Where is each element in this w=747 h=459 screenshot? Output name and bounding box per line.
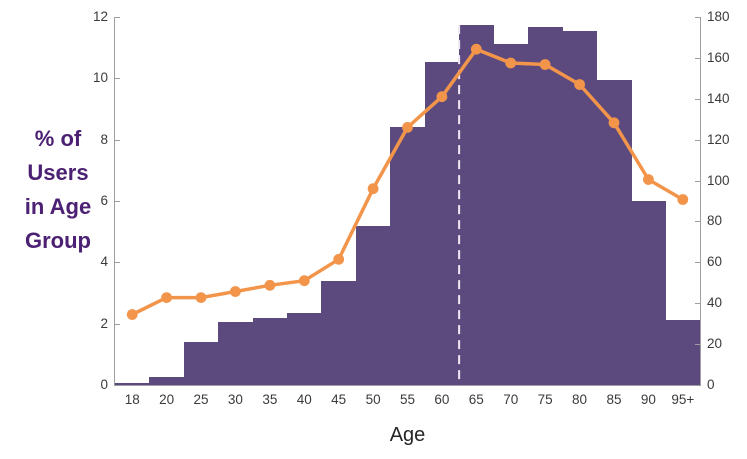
bar-age-35 <box>252 317 288 385</box>
right-axis-tick-mark <box>695 221 700 223</box>
x-axis-tick-label-65: 65 <box>468 392 484 407</box>
line-point-age-20 <box>161 292 172 303</box>
left-axis-tick-label-10: 10 <box>92 70 108 86</box>
bar-age-90 <box>631 201 667 385</box>
left-axis-line <box>114 17 115 386</box>
bar-age-75 <box>527 27 563 385</box>
line-point-age-50 <box>367 183 379 195</box>
x-axis-tick-label-18: 18 <box>124 392 140 407</box>
left-axis-tick-label-0: 0 <box>100 377 108 392</box>
x-axis-tick-label-55: 55 <box>399 392 416 407</box>
line-point-age-60 <box>436 91 448 103</box>
right-axis-tick-label-120: 120 <box>707 131 730 147</box>
left-axis-tick-mark <box>115 323 120 325</box>
line-point-age-55 <box>402 122 413 133</box>
right-axis-tick-mark <box>695 262 700 264</box>
x-axis-tick-label-25: 25 <box>193 392 209 407</box>
bar-age-45 <box>321 280 357 385</box>
line-point-age-18 <box>126 309 138 320</box>
bar-age-40 <box>287 313 323 385</box>
line-point-age-75 <box>539 59 551 70</box>
right-axis-tick-label-140: 140 <box>707 90 730 106</box>
right-axis-tick-mark <box>695 17 700 18</box>
left-axis-tick-mark <box>115 17 120 18</box>
right-axis-tick-label-20: 20 <box>707 336 723 352</box>
x-axis-tick-label-35: 35 <box>262 392 278 407</box>
x-axis-tick-label-30: 30 <box>227 392 243 407</box>
x-axis-tick-label-60: 60 <box>434 392 450 407</box>
bottom-axis-line <box>114 385 701 386</box>
right-axis-tick-mark <box>695 139 700 141</box>
bar-age-30 <box>218 321 254 385</box>
x-axis-tick-label-75: 75 <box>537 392 553 407</box>
pct-users-line <box>131 47 684 317</box>
line-point-age-70 <box>505 57 517 69</box>
line-point-age-45 <box>333 253 345 265</box>
right-axis-tick-mark <box>695 57 700 59</box>
x-axis-tick-label-85: 85 <box>606 392 622 407</box>
right-axis-tick-label-80: 80 <box>707 213 723 229</box>
bar-age-85 <box>596 80 632 385</box>
x-axis-tick-label-45: 45 <box>331 392 347 407</box>
y-axis-title-line-1: % of <box>34 126 82 151</box>
right-axis-tick-mark <box>695 385 700 386</box>
x-axis-tick-label-70: 70 <box>503 392 519 407</box>
bar-age-60 <box>424 61 460 385</box>
left-axis-tick-label-12: 12 <box>92 9 108 24</box>
line-point-age-90 <box>643 174 654 185</box>
right-axis-tick-label-180: 180 <box>707 9 730 24</box>
y-axis-title-line-3: in Age <box>24 194 92 219</box>
bar-age-25 <box>183 342 219 385</box>
right-axis-tick-mark <box>695 180 700 182</box>
x-axis-tick-label-50: 50 <box>365 392 381 407</box>
bar-age-65 <box>459 25 495 385</box>
line-point-age-25 <box>195 292 207 303</box>
bar-age-20 <box>149 376 185 385</box>
x-axis-tick-label-20: 20 <box>159 392 175 407</box>
x-axis-title: Age <box>389 424 426 446</box>
bar-age-95+ <box>665 319 700 385</box>
left-axis-tick-mark <box>115 262 120 264</box>
left-axis-tick-label-6: 6 <box>100 193 108 208</box>
left-axis-tick-mark <box>115 139 120 141</box>
left-axis-tick-mark <box>115 201 120 202</box>
right-axis-tick-label-100: 100 <box>707 172 730 188</box>
bar-age-70 <box>493 43 529 385</box>
line-point-age-80 <box>574 79 585 90</box>
right-axis-tick-label-60: 60 <box>707 254 723 270</box>
right-axis-tick-mark <box>695 303 700 305</box>
left-axis-tick-label-2: 2 <box>100 315 108 331</box>
left-axis-tick-mark <box>115 385 120 386</box>
line-point-age-95+ <box>677 194 689 205</box>
y-axis-title: % of Users in Age Group <box>6 122 110 258</box>
x-axis-tick-label-40: 40 <box>296 392 312 407</box>
x-axis-tick-label-90: 90 <box>640 392 656 407</box>
right-axis-line <box>700 17 701 386</box>
left-axis-tick-label-4: 4 <box>100 254 108 270</box>
bar-age-55 <box>390 127 426 385</box>
line-point-age-65 <box>470 43 482 55</box>
left-axis-tick-mark <box>115 78 120 80</box>
x-axis-tick-label-80: 80 <box>572 392 588 407</box>
y-axis-title-line-2: Users <box>27 160 89 185</box>
line-series-layer <box>126 25 689 385</box>
bar-age-50 <box>355 225 391 385</box>
y-axis-title-line-4: Group <box>25 228 91 253</box>
right-axis-tick-label-40: 40 <box>707 295 723 311</box>
x-axis-tick-label-95+: 95+ <box>671 392 695 407</box>
right-axis-tick-mark <box>695 344 700 346</box>
bars-layer <box>115 17 700 385</box>
left-axis-tick-label-8: 8 <box>100 131 108 147</box>
bar-age-80 <box>562 31 598 385</box>
right-axis-tick-mark <box>695 98 700 100</box>
plot-area <box>115 17 700 385</box>
line-point-age-30 <box>230 286 241 297</box>
bar-age-18 <box>115 382 150 385</box>
right-axis-tick-label-160: 160 <box>707 49 730 65</box>
line-point-age-35 <box>264 279 276 291</box>
line-point-age-85 <box>608 117 620 129</box>
line-point-age-40 <box>298 275 310 287</box>
right-axis-tick-label-0: 0 <box>707 377 715 392</box>
